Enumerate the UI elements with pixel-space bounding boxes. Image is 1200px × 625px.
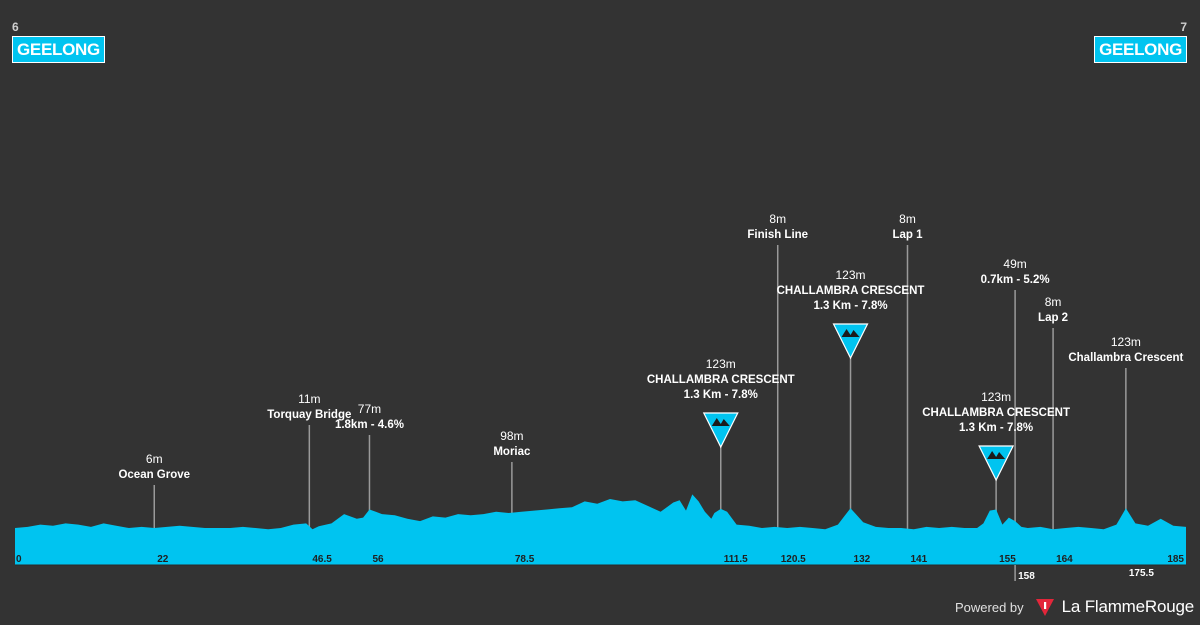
marker-elevation: 123m [836,268,866,282]
powered-by-text: Powered by [955,599,1024,615]
mountain-icon [841,329,860,337]
marker-elevation: 8m [1045,295,1062,309]
marker-label: CHALLAMBRA CRESCENT [777,285,925,297]
marker-label: Lap 1 [892,229,923,241]
mountain-icon [987,451,1006,459]
end-location: 7 GEELONG [1094,20,1187,63]
marker-elevation: 98m [500,429,523,443]
tick-label: 22 [157,554,169,565]
marker-label: Torquay Bridge [267,409,351,421]
tick-label: 158 [1018,571,1035,582]
tick-label: 185 [1167,554,1184,565]
marker-label: Moriac [493,446,531,458]
marker-elevation: 123m [981,390,1011,404]
kom-triangle-icon [978,445,1015,482]
powered-by: Powered by La FlammeRouge [955,593,1194,621]
marker-elevation: 6m [146,452,163,466]
kom-triangle-icon [702,412,739,449]
tick-label: 111.5 [724,554,748,565]
tick-label: 175.5 [1129,568,1154,579]
tick-label: 0 [16,554,22,565]
marker-labels: 6m Ocean Grove 11m Torquay Bridge 77m 1.8km -… [118,212,1184,482]
mountain-icon [711,418,730,426]
tick-label: 164 [1056,554,1073,565]
start-stage-number: 6 [12,20,19,34]
tick-label: 56 [372,554,384,565]
tick-label: 141 [910,554,927,565]
marker-label: Challambra Crescent [1068,352,1183,364]
kom-triangle-icon [832,323,869,360]
start-city-badge: GEELONG [12,36,105,63]
end-stage-number: 7 [1180,20,1187,34]
marker-label: Lap 2 [1038,312,1068,324]
marker-sublabel: 1.3 Km - 7.8% [684,389,758,401]
marker-sublabel: 1.3 Km - 7.8% [813,300,887,312]
profile-area [15,494,1186,565]
brand-name: La FlammeRouge [1061,597,1195,616]
tick-label: 120.5 [781,554,806,565]
end-city-badge: GEELONG [1094,36,1187,63]
tick-label: 132 [854,554,871,565]
marker-elevation: 8m [769,212,786,226]
marker-elevation: 77m [358,402,381,416]
marker-label: 1.8km - 4.6% [335,419,404,431]
marker-label: CHALLAMBRA CRESCENT [647,374,795,386]
tick-label: 155 [999,554,1016,565]
marker-elevation: 49m [1003,257,1026,271]
marker-label: Finish Line [747,229,808,241]
marker-label: 0.7km - 5.2% [981,274,1050,286]
flamme-rouge-logo-icon [1035,599,1054,616]
tick-label: 46.5 [312,554,332,565]
marker-label: Ocean Grove [118,469,190,481]
marker-elevation: 8m [899,212,916,226]
marker-elevation: 123m [1111,335,1141,349]
marker-elevation: 11m [298,392,320,406]
start-location: 6 GEELONG [12,20,105,63]
tick-label: 78.5 [515,554,535,565]
marker-sublabel: 1.3 Km - 7.8% [959,422,1033,434]
marker-label: CHALLAMBRA CRESCENT [922,407,1070,419]
marker-elevation: 123m [706,357,736,371]
